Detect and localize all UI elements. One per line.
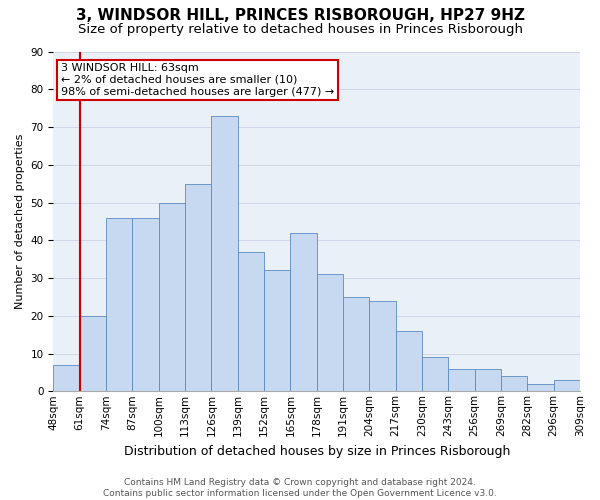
Bar — [527, 384, 554, 392]
Bar — [370, 300, 395, 392]
Bar — [501, 376, 527, 392]
X-axis label: Distribution of detached houses by size in Princes Risborough: Distribution of detached houses by size … — [124, 444, 510, 458]
Bar — [317, 274, 343, 392]
Text: 3 WINDSOR HILL: 63sqm
← 2% of detached houses are smaller (10)
98% of semi-detac: 3 WINDSOR HILL: 63sqm ← 2% of detached h… — [61, 64, 335, 96]
Text: Contains HM Land Registry data © Crown copyright and database right 2024.
Contai: Contains HM Land Registry data © Crown c… — [103, 478, 497, 498]
Bar — [211, 116, 238, 392]
Bar — [133, 218, 159, 392]
Bar — [80, 316, 106, 392]
Text: 3, WINDSOR HILL, PRINCES RISBOROUGH, HP27 9HZ: 3, WINDSOR HILL, PRINCES RISBOROUGH, HP2… — [76, 8, 524, 22]
Bar — [290, 232, 317, 392]
Bar — [475, 368, 501, 392]
Bar — [422, 358, 448, 392]
Bar — [448, 368, 475, 392]
Bar — [106, 218, 133, 392]
Y-axis label: Number of detached properties: Number of detached properties — [15, 134, 25, 309]
Bar — [343, 297, 370, 392]
Bar — [53, 365, 80, 392]
Bar — [185, 184, 211, 392]
Bar — [395, 331, 422, 392]
Text: Size of property relative to detached houses in Princes Risborough: Size of property relative to detached ho… — [77, 22, 523, 36]
Bar — [159, 202, 185, 392]
Bar — [238, 252, 264, 392]
Bar — [554, 380, 580, 392]
Bar — [264, 270, 290, 392]
